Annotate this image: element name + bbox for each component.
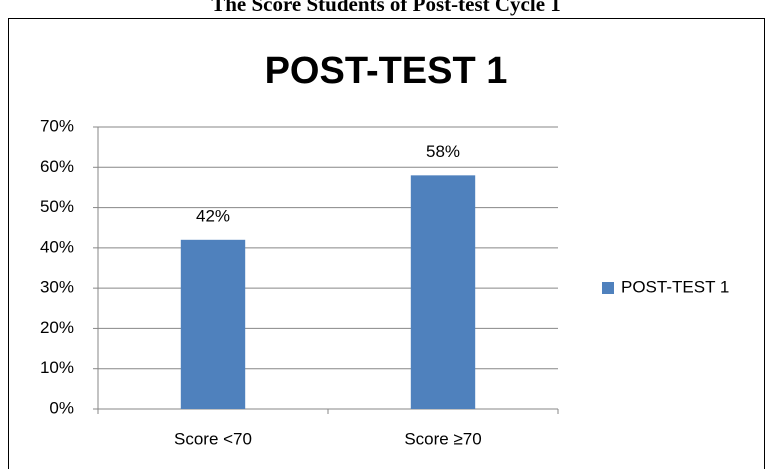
- y-tick-label: 30%: [40, 278, 74, 297]
- data-label: 42%: [196, 206, 230, 225]
- x-tick-label: Score ≥70: [404, 429, 481, 448]
- legend-label: POST-TEST 1: [621, 277, 729, 296]
- y-tick-label: 20%: [40, 318, 74, 337]
- page-heading: The Score Students of Post-test Cycle 1: [211, 0, 561, 16]
- chart-border: [8, 18, 765, 469]
- y-tick-label: 40%: [40, 237, 74, 256]
- y-tick-label: 60%: [40, 157, 74, 176]
- data-label: 58%: [426, 142, 460, 161]
- y-tick-label: 70%: [40, 116, 74, 135]
- x-tick-label: Score <70: [174, 429, 252, 448]
- y-tick-label: 10%: [40, 358, 74, 377]
- bar: [410, 175, 476, 409]
- legend-swatch: [602, 282, 614, 294]
- y-tick-label: 50%: [40, 197, 74, 216]
- bar: [180, 239, 246, 409]
- chart-title: POST-TEST 1: [265, 50, 508, 92]
- y-tick-label: 0%: [49, 398, 74, 417]
